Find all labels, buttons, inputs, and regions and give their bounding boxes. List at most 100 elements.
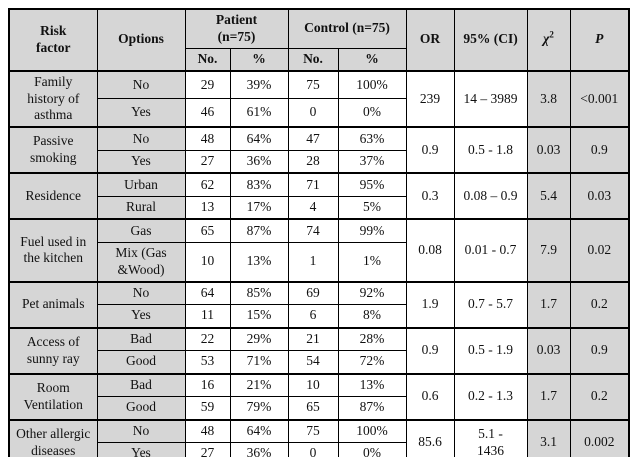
pt-pct-cell: 83% — [229, 172, 289, 197]
ct-pct-cell: 63% — [337, 126, 407, 151]
pt-no-cell: 53 — [184, 350, 231, 374]
pt-no-cell: 65 — [184, 218, 231, 243]
risk-factor-cell: Residence — [8, 172, 98, 220]
ct-no-cell: 6 — [287, 304, 339, 328]
p-value-cell: <0.001 — [569, 69, 630, 128]
or-cell: 1.9 — [405, 280, 455, 328]
option-cell: Good — [96, 396, 186, 420]
option-cell: No — [96, 418, 186, 443]
header-row-2: No. % No. % — [9, 47, 629, 72]
option-cell: No — [96, 69, 186, 100]
or-cell: 0.6 — [405, 372, 455, 420]
p-value-cell: 0.9 — [569, 126, 630, 174]
pt-no-cell: 46 — [184, 98, 231, 128]
risk-factor-cell: Fuel used in the kitchen — [8, 218, 98, 283]
chi-square-cell: 1.7 — [526, 372, 571, 420]
p-value-cell: 0.2 — [569, 372, 630, 420]
table-row: Fuel used in the kitchen Gas 65 87% 74 99% 0.0… — [8, 218, 630, 283]
ct-no-cell: 75 — [287, 418, 339, 443]
risk-factor-cell: Other allergic diseases — [8, 418, 98, 457]
table-row: Yes 11 15% 6 8% — [9, 304, 629, 328]
ct-pct-cell: 92% — [337, 280, 407, 305]
table-row: Rural 13 17% 4 5% — [9, 195, 629, 220]
ct-no-cell: 65 — [287, 396, 339, 420]
pt-no-cell: 59 — [184, 396, 231, 420]
ct-pct-cell: 99% — [337, 218, 407, 243]
ct-pct-cell: 0% — [337, 98, 407, 128]
or-cell: 0.3 — [405, 172, 455, 220]
ci-cell: 14 – 3989 — [453, 69, 528, 128]
pt-pct-cell: 71% — [229, 350, 289, 374]
chi-square-cell: 0.03 — [526, 126, 571, 174]
pt-no-cell: 13 — [184, 195, 231, 220]
table-body: Family history of asthma No 29 39% 75 100% 239… — [8, 69, 630, 457]
pt-no-cell: 48 — [184, 418, 231, 443]
chi-square-cell: 7.9 — [526, 218, 571, 283]
ct-no-cell: 47 — [287, 126, 339, 151]
ct-pct-cell: 0% — [337, 442, 407, 457]
pt-pct-cell: 17% — [229, 195, 289, 220]
pt-pct-cell: 13% — [229, 241, 289, 283]
table-row: Good 53 71% 54 72% — [9, 350, 629, 374]
chi-square-cell: 1.7 — [526, 280, 571, 328]
p-value-cell: 0.9 — [569, 326, 630, 374]
control-no-header: No. — [287, 47, 339, 72]
option-cell: Good — [96, 350, 186, 374]
ci-cell: 5.1 - 1436 — [453, 418, 528, 457]
pt-no-cell: 27 — [184, 442, 231, 457]
pt-pct-cell: 87% — [229, 218, 289, 243]
ct-no-cell: 21 — [287, 326, 339, 351]
pt-no-cell: 11 — [184, 304, 231, 328]
ct-pct-cell: 37% — [337, 149, 407, 174]
pt-pct-cell: 36% — [229, 149, 289, 174]
p-value-header: P — [569, 8, 630, 72]
option-cell: Yes — [96, 149, 186, 174]
patient-no-header: No. — [184, 47, 231, 72]
table-row: Other allergic diseases No 48 64% 75 100% 85.6… — [8, 418, 630, 457]
ci-cell: 0.08 – 0.9 — [453, 172, 528, 220]
pt-no-cell: 22 — [184, 326, 231, 351]
control-pct-header: % — [337, 47, 407, 72]
pt-pct-cell: 21% — [229, 372, 289, 397]
ci-cell: 0.01 - 0.7 — [453, 218, 528, 283]
ct-no-cell: 0 — [287, 442, 339, 457]
risk-factor-cell: Access of sunny ray — [8, 326, 98, 374]
or-cell: 0.9 — [405, 126, 455, 174]
chi-superscript: 2 — [549, 29, 554, 40]
ct-no-cell: 28 — [287, 149, 339, 174]
risk-factor-table: Risk factor Options Patient (n=75) Contr… — [8, 8, 631, 457]
ci-header: 95% (CI) — [453, 8, 528, 72]
risk-factor-header: Risk factor — [8, 8, 98, 72]
ct-pct-cell: 8% — [337, 304, 407, 328]
risk-factor-cell: Family history of asthma — [8, 69, 98, 128]
pt-no-cell: 29 — [184, 69, 231, 100]
pt-pct-cell: 61% — [229, 98, 289, 128]
table-row: Access of sunny ray Bad 22 29% 21 28% 0.9 0.5 -… — [8, 326, 630, 374]
options-header: Options — [96, 8, 186, 72]
or-cell: 239 — [405, 69, 455, 128]
or-cell: 0.08 — [405, 218, 455, 283]
option-cell: Bad — [96, 372, 186, 397]
option-cell: Mix (Gas &Wood) — [96, 241, 186, 283]
ct-no-cell: 10 — [287, 372, 339, 397]
option-cell: Gas — [96, 218, 186, 243]
table-row: Yes 27 36% 0 0% — [9, 442, 629, 457]
ct-no-cell: 1 — [287, 241, 339, 283]
chi-square-header: χ2 — [526, 8, 571, 72]
pt-pct-cell: 79% — [229, 396, 289, 420]
table-row: Room Ventilation Bad 16 21% 10 13% 0.6 0.2 - 1.… — [8, 372, 630, 420]
option-cell: Yes — [96, 442, 186, 457]
risk-factor-cell: Room Ventilation — [8, 372, 98, 420]
option-cell: Urban — [96, 172, 186, 197]
pt-no-cell: 16 — [184, 372, 231, 397]
chi-square-cell: 3.8 — [526, 69, 571, 128]
pt-no-cell: 10 — [184, 241, 231, 283]
table-row: Pet animals No 64 85% 69 92% 1.9 0.7 - 5.7 1.7 0.… — [8, 280, 630, 328]
ct-pct-cell: 5% — [337, 195, 407, 220]
pt-no-cell: 62 — [184, 172, 231, 197]
ct-no-cell: 74 — [287, 218, 339, 243]
control-group-header: Control (n=75) — [287, 8, 407, 49]
ct-pct-cell: 1% — [337, 241, 407, 283]
option-cell: No — [96, 126, 186, 151]
